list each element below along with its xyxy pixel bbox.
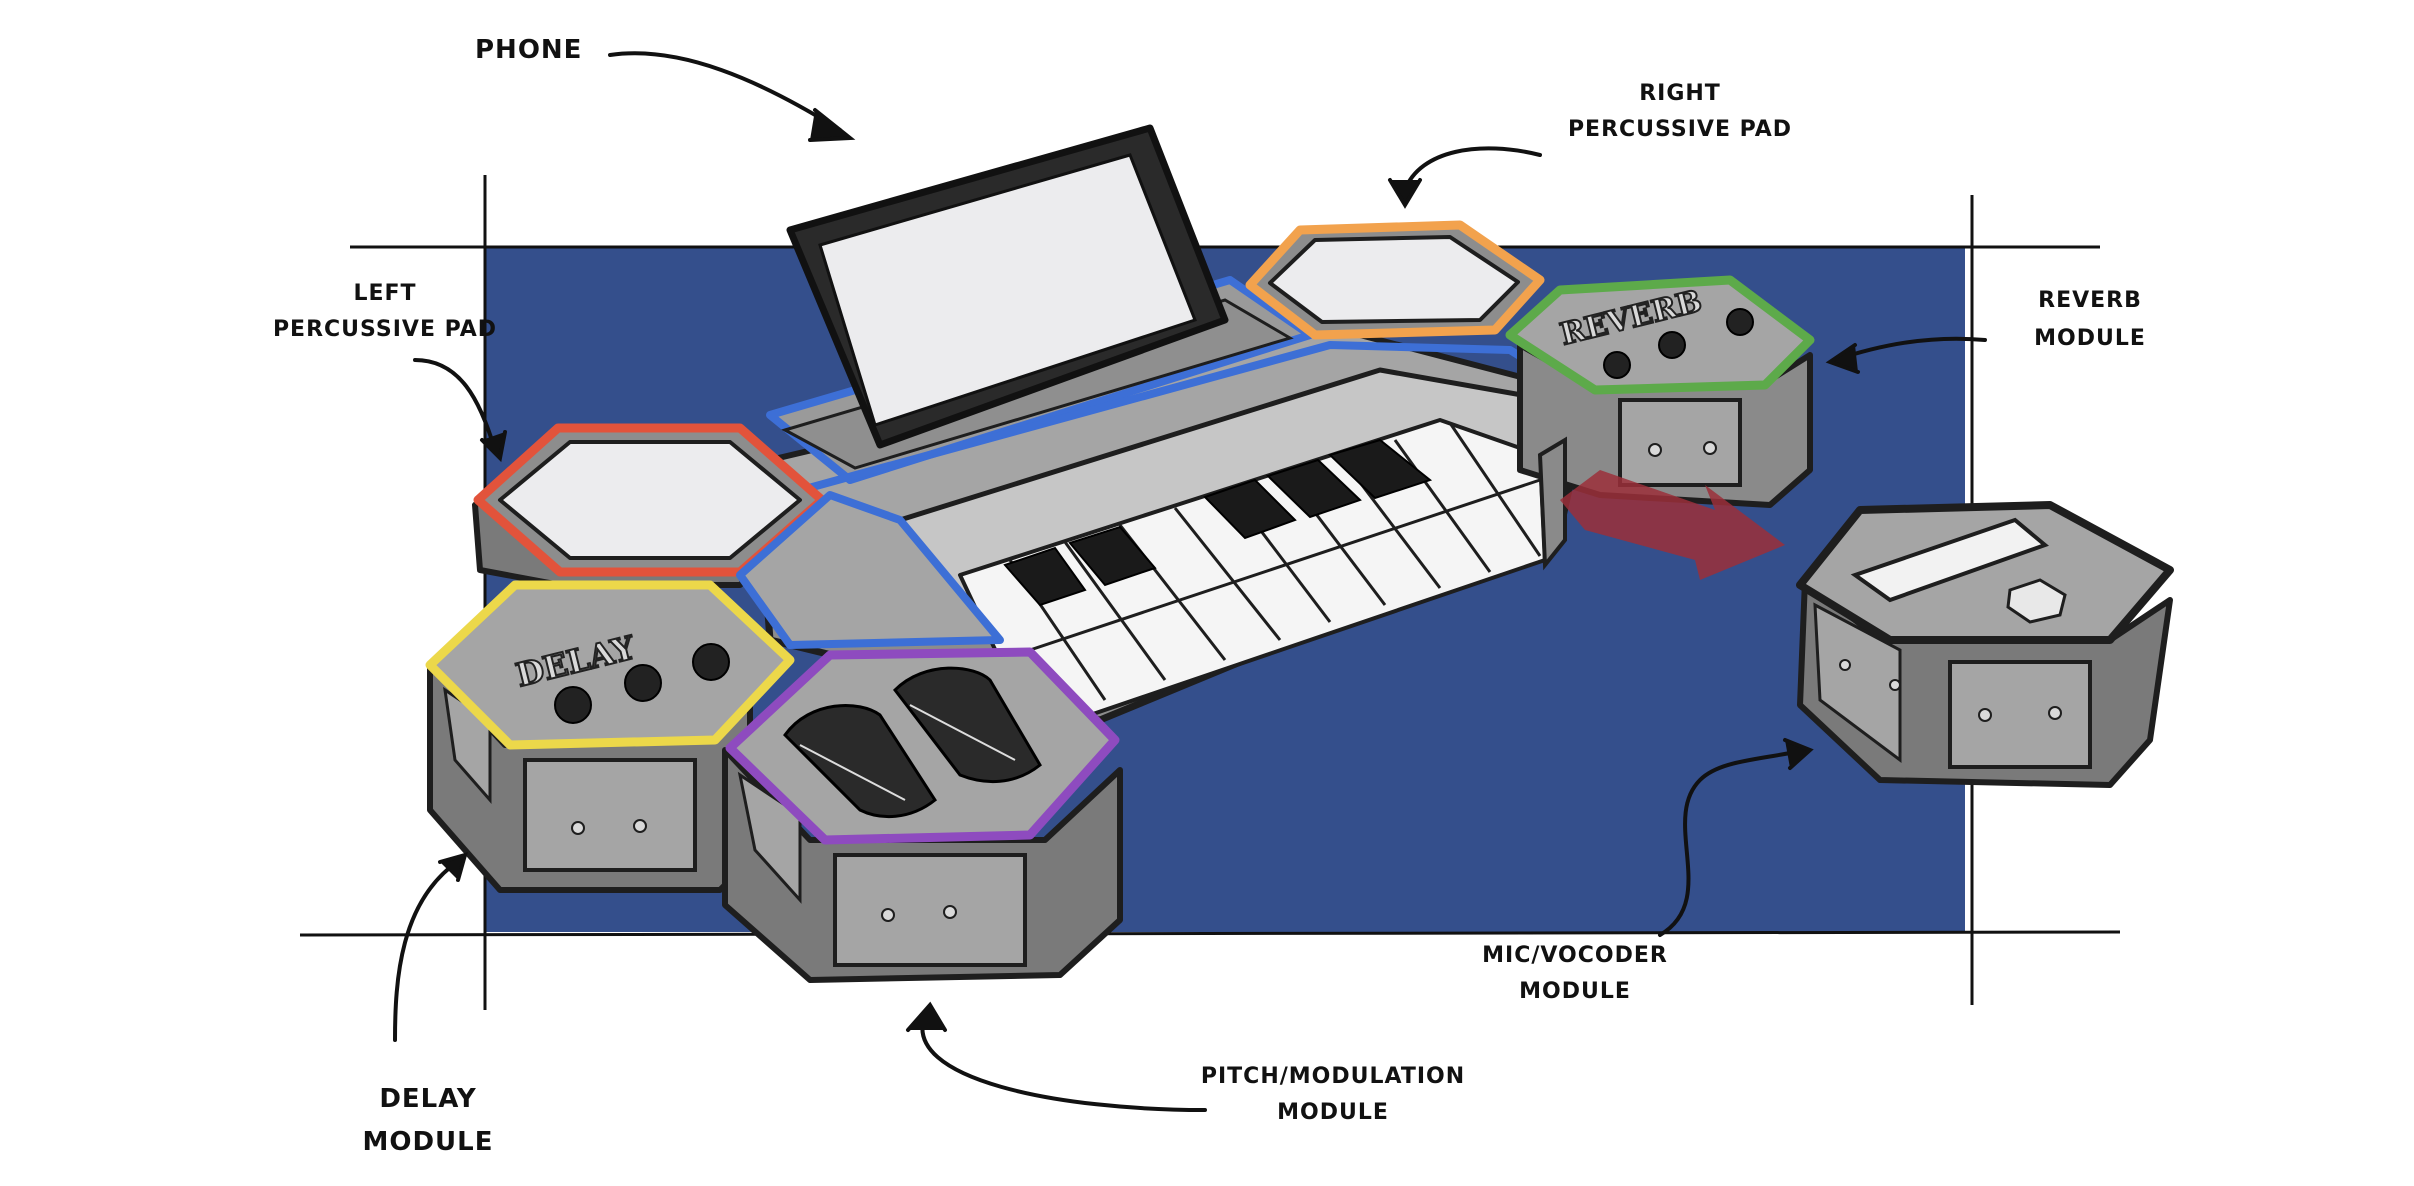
label-phone: PHONE (475, 35, 582, 65)
reverb-knob-2[interactable] (1658, 331, 1686, 359)
callout-labels: PHONE RIGHT PERCUSSIVE PAD LEFT PERCUSSI… (273, 35, 2146, 1157)
delay-knob-1[interactable] (554, 686, 592, 724)
label-reverb-line1: REVERB (2038, 288, 2142, 313)
delay-knob-2[interactable] (624, 664, 662, 702)
reverb-knob-3[interactable] (1726, 308, 1754, 336)
delay-module: DELAY (425, 580, 795, 893)
label-right-pad-line2: PERCUSSIVE PAD (1568, 117, 1792, 142)
callout-arrows (393, 51, 1987, 1112)
label-left-pad-line1: LEFT (353, 281, 416, 306)
label-delay-line1: DELAY (379, 1084, 477, 1114)
piano-keys (958, 418, 1547, 717)
right-percussive-pad (1245, 220, 1545, 340)
reverb-knob-1[interactable] (1603, 351, 1631, 379)
left-percussive-pad (472, 423, 827, 588)
mic-vocoder-module (1796, 501, 2174, 788)
pitch-modulation-module (722, 647, 1123, 983)
pitch-wheel[interactable] (783, 704, 937, 819)
detach-arrow (1560, 470, 1785, 580)
connector-plate (736, 491, 1004, 649)
label-left-pad-line2: PERCUSSIVE PAD (273, 317, 497, 342)
delay-knob-3[interactable] (692, 643, 730, 681)
label-pitch-line2: MODULE (1277, 1100, 1389, 1125)
label-pitch-line1: PITCH/MODULATION (1201, 1064, 1465, 1089)
reverb-module: REVERB (1505, 275, 1815, 508)
label-reverb-line2: MODULE (2034, 326, 2146, 351)
label-mic-line2: MODULE (1519, 979, 1631, 1004)
keyboard-side (1537, 436, 1567, 571)
phone (786, 124, 1229, 449)
label-right-pad-line1: RIGHT (1639, 81, 1721, 106)
mic-button[interactable] (2006, 578, 2067, 624)
label-delay-line2: MODULE (363, 1127, 494, 1157)
label-mic-line1: MIC/VOCODER (1482, 943, 1668, 968)
